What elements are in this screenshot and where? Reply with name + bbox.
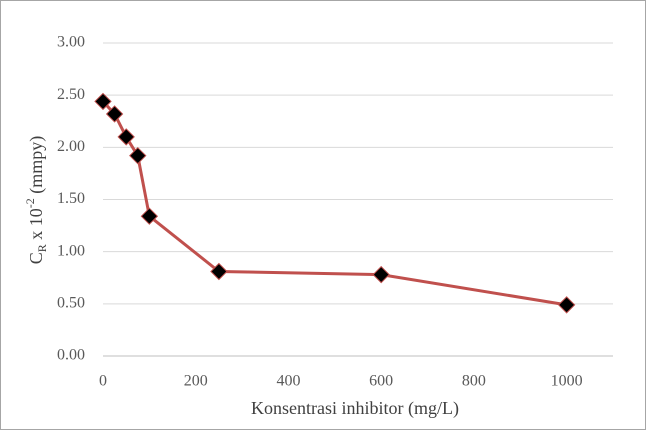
x-tick-label: 400 — [276, 373, 300, 390]
marker — [117, 128, 135, 146]
y-title-part: (mmpy) — [26, 136, 47, 199]
y-tick-label: 2.50 — [57, 86, 85, 103]
y-tick-label: 1.00 — [57, 242, 85, 259]
marker — [372, 265, 390, 284]
y-tick-label: 0.00 — [57, 347, 85, 364]
x-tick-label: 600 — [369, 373, 393, 390]
marker — [140, 207, 159, 225]
marker — [105, 105, 124, 123]
x-axis-title: Konsentrasi inhibitor (mg/L) — [251, 398, 459, 419]
marker — [210, 262, 228, 281]
y-title-sub: R — [35, 244, 49, 252]
x-tick-label: 800 — [462, 373, 486, 390]
y-tick-label: 3.00 — [57, 34, 85, 51]
y-title-part: C — [26, 252, 46, 264]
marker — [94, 92, 112, 111]
marker — [129, 146, 147, 165]
y-title-part: x 10 — [26, 208, 46, 244]
y-tick-label: 0.50 — [57, 295, 85, 312]
y-title-sup: -2 — [23, 198, 37, 208]
y-tick-label: 2.00 — [57, 138, 85, 155]
y-tick-label: 1.50 — [57, 190, 85, 207]
y-axis-title: CR x 10-2 (mmpy) — [23, 136, 49, 265]
marker — [557, 296, 576, 314]
x-tick-label: 1000 — [551, 373, 583, 390]
x-tick-label: 0 — [99, 373, 107, 390]
x-tick-label: 200 — [184, 373, 208, 390]
